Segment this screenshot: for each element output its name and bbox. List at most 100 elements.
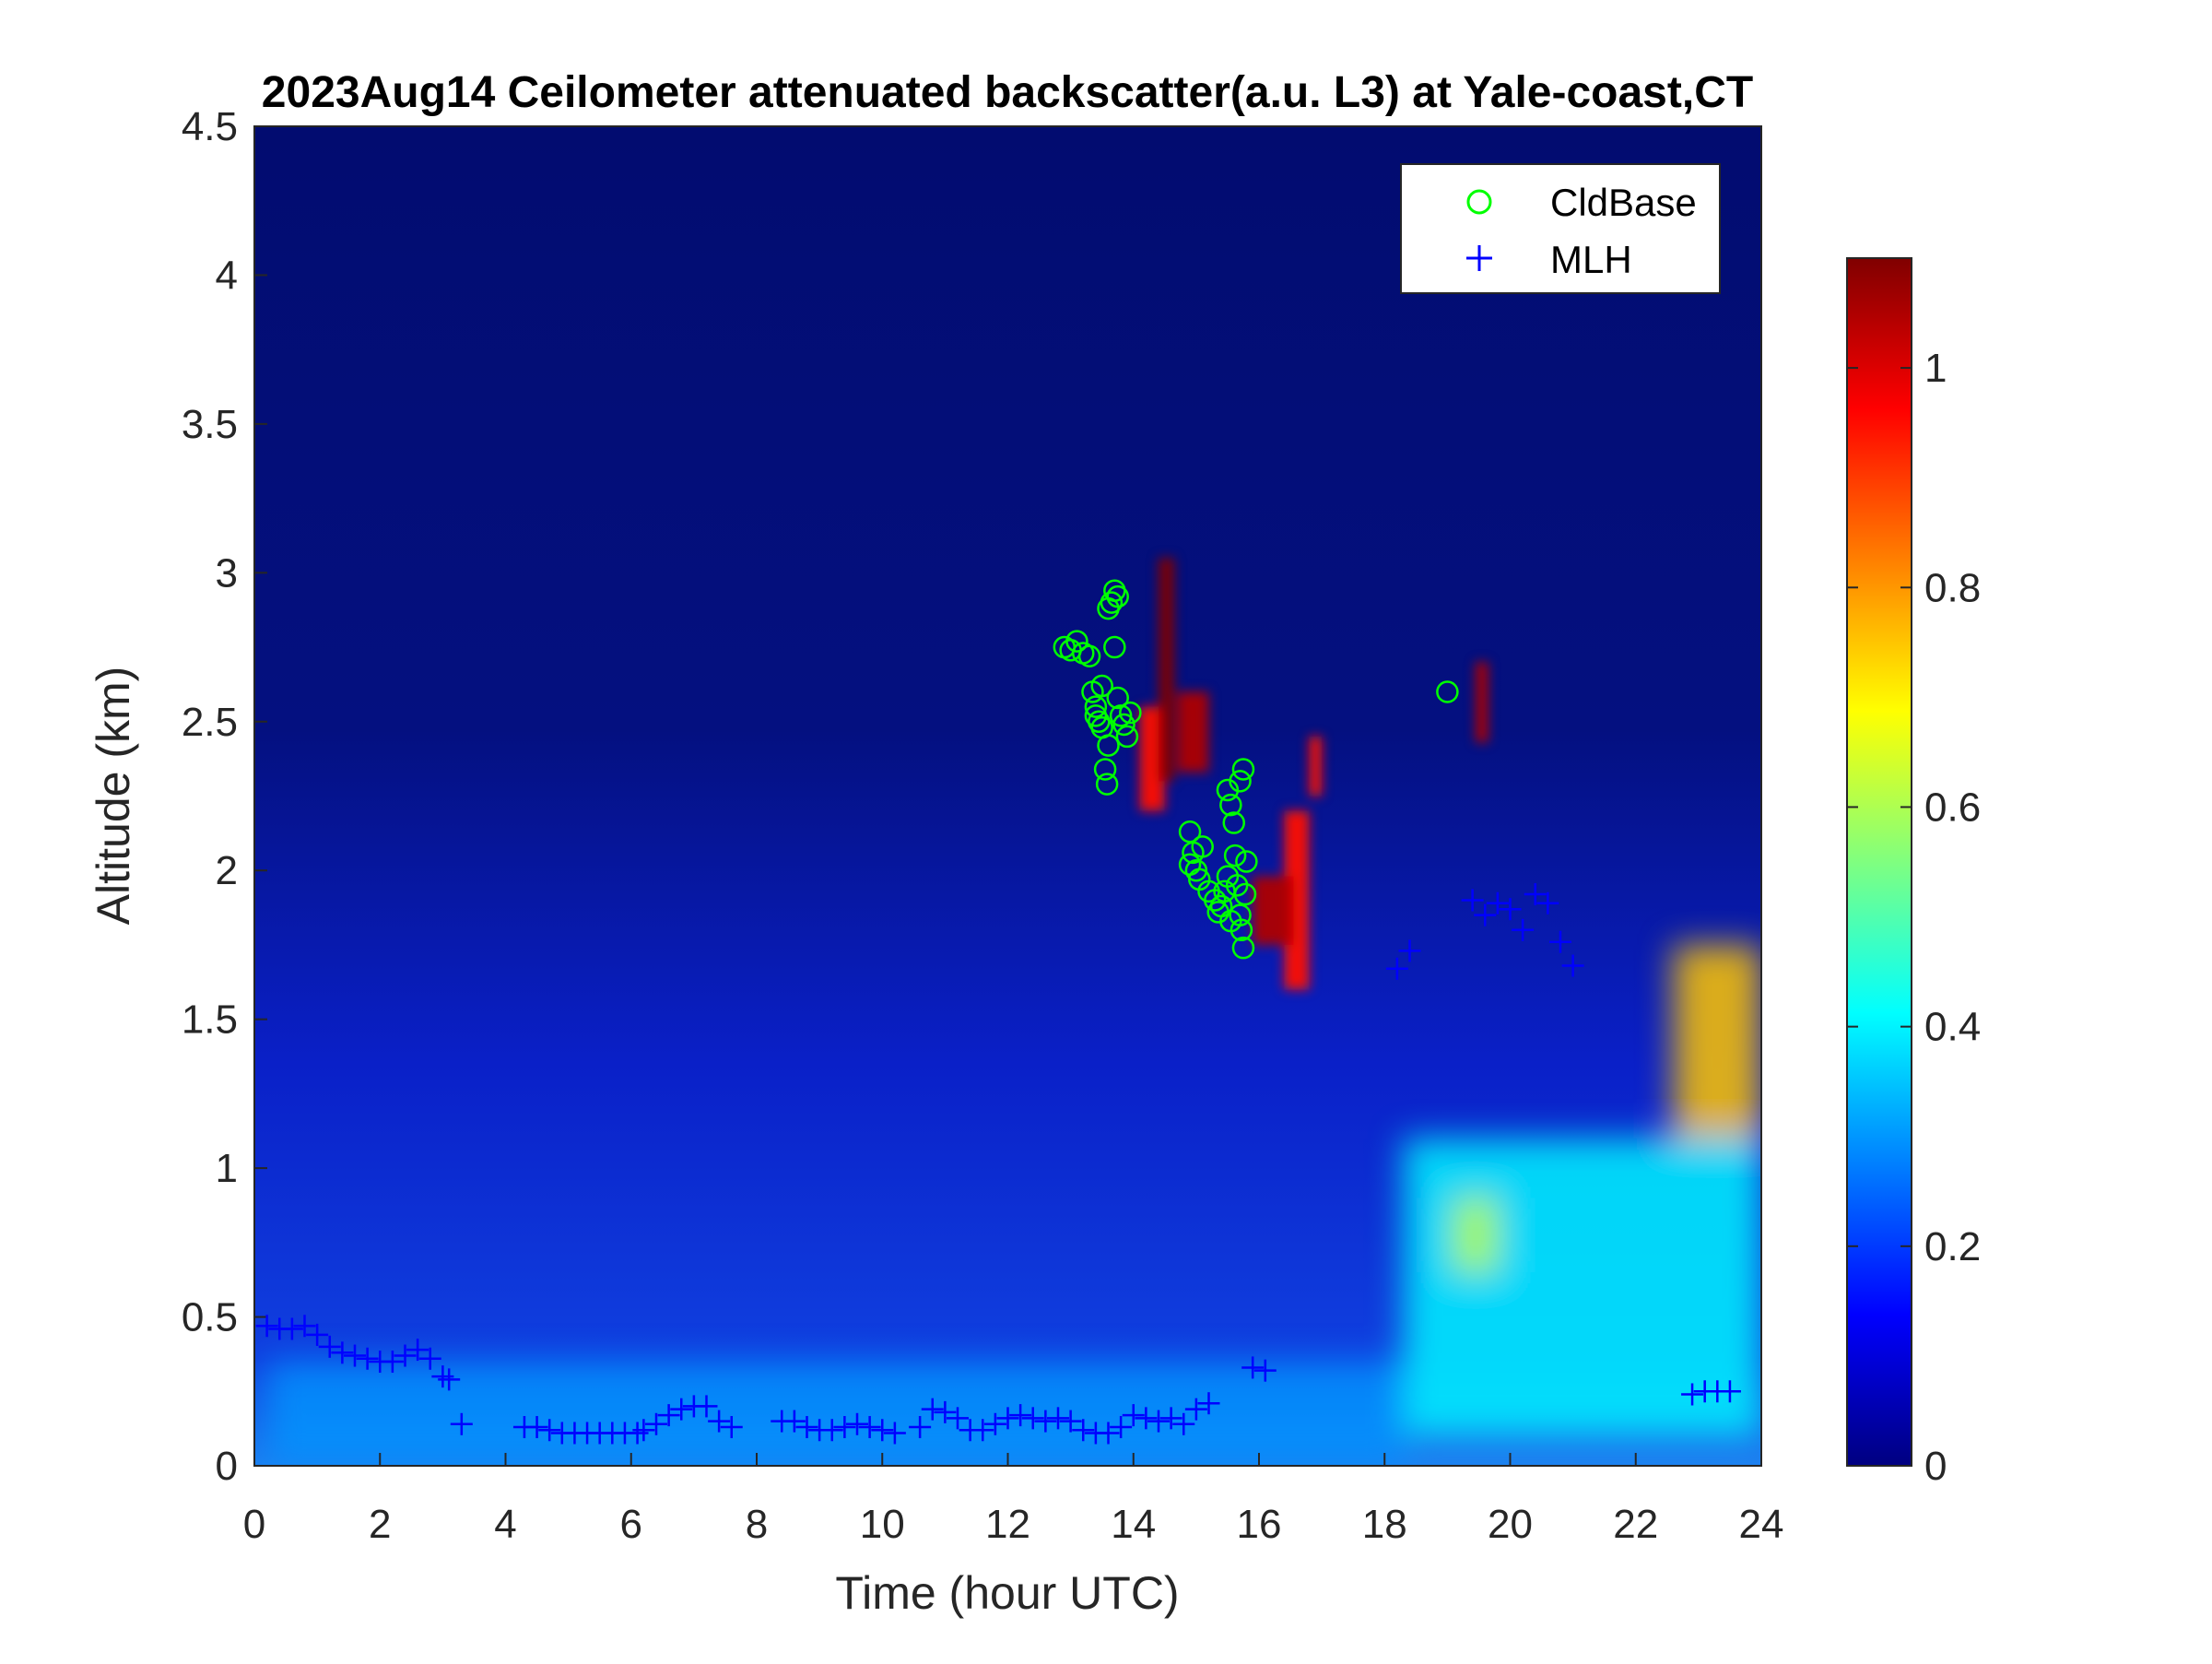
mlh-point <box>1110 1416 1133 1439</box>
x-axis-label: Time (hour UTC) <box>835 1567 1179 1619</box>
legend-label-mlh: MLH <box>1550 238 1632 281</box>
x-axis: 0 2 4 6 8 10 12 14 16 18 20 22 24 <box>243 1453 1784 1547</box>
mlh-point <box>1398 939 1421 962</box>
cldbase-point <box>1065 630 1088 653</box>
mlh-point <box>525 1416 548 1439</box>
cldbase-point <box>1191 835 1214 858</box>
mlh-point <box>1549 930 1571 953</box>
cldbase-point <box>1231 936 1255 960</box>
cloud-feature <box>1159 558 1175 782</box>
x-tick-label: 18 <box>1362 1502 1407 1547</box>
x-tick-label: 16 <box>1237 1502 1282 1547</box>
mlh-point <box>1072 1419 1095 1442</box>
x-tick-label: 20 <box>1488 1502 1533 1547</box>
cldbase-point <box>1100 591 1124 614</box>
cldbase-point <box>1235 850 1258 873</box>
mlh-point <box>1184 1398 1207 1421</box>
mlh-point <box>438 1368 461 1391</box>
mlh-point <box>996 1407 1019 1430</box>
mlh-point <box>720 1416 743 1439</box>
cldbase-point <box>1097 734 1120 757</box>
mlh-point <box>909 1416 932 1439</box>
cldbase-point <box>1084 704 1108 727</box>
mlh-point <box>1524 883 1547 906</box>
cldbase-point <box>1084 695 1108 718</box>
x-tick-label: 6 <box>620 1502 642 1547</box>
mlh-point <box>293 1315 316 1338</box>
x-tick-label: 4 <box>494 1502 516 1547</box>
y-axis-label: Altitude (km) <box>88 667 139 926</box>
mlh-point <box>356 1347 379 1370</box>
cldbase-point <box>1219 909 1242 933</box>
x-tick-label: 24 <box>1739 1502 1784 1547</box>
mlh-point <box>1159 1407 1182 1430</box>
y-tick-label: 2 <box>216 848 238 893</box>
x-tick-label: 8 <box>746 1502 768 1547</box>
legend: CldBase MLH <box>1400 163 1721 294</box>
mlh-point <box>983 1412 1006 1435</box>
mlh-point <box>450 1412 473 1435</box>
cldbase-point <box>1178 853 1202 877</box>
mlh-point <box>1147 1410 1170 1433</box>
mlh-point <box>1097 1422 1120 1445</box>
cldbase-point <box>1231 758 1255 781</box>
y-tick-label: 0 <box>216 1444 238 1489</box>
x-tick-label: 0 <box>243 1502 265 1547</box>
mlh-point <box>1561 954 1584 977</box>
mlh-point <box>1059 1410 1082 1433</box>
backscatter-heatmap <box>254 126 1761 1466</box>
mlh-point <box>1536 891 1559 915</box>
mlh-point <box>1681 1383 1704 1406</box>
mlh-point <box>418 1347 441 1370</box>
y-tick-label: 3.5 <box>182 402 238 447</box>
mlh-point <box>255 1315 278 1338</box>
cldbase-point <box>1106 686 1129 710</box>
mlh-point <box>871 1419 894 1442</box>
x-tick-label: 10 <box>860 1502 905 1547</box>
mlh-point <box>858 1416 881 1439</box>
x-tick-label: 12 <box>985 1502 1030 1547</box>
mlh-point <box>280 1317 303 1340</box>
mlh-point <box>657 1404 680 1427</box>
mlh-point <box>795 1416 818 1439</box>
cldbase-point <box>1093 758 1117 781</box>
mlh-point <box>921 1398 944 1421</box>
mlh-point <box>883 1422 906 1445</box>
mlh-point <box>1718 1380 1741 1403</box>
y-tick-label: 4 <box>216 253 238 298</box>
y-tick-label: 3 <box>216 550 238 596</box>
cldbase-point <box>1090 674 1113 698</box>
y-axis: 0 0.5 1 1.5 2 2.5 3 3.5 4 4.5 <box>182 104 267 1489</box>
mlh-point <box>1486 891 1509 915</box>
colorbar-tick-label: 0.2 <box>1924 1224 1981 1269</box>
x-tick-label: 14 <box>1111 1502 1156 1547</box>
cldbase-point <box>1077 644 1101 667</box>
mlh-point <box>1009 1404 1032 1427</box>
colorbar-gradient <box>1846 257 1912 1467</box>
cldbase-point <box>1095 773 1119 796</box>
legend-label-cldbase: CldBase <box>1550 181 1697 224</box>
mlh-point <box>1047 1407 1069 1430</box>
mlh-point <box>406 1339 429 1362</box>
cldbase-point <box>1184 858 1208 882</box>
mlh-point <box>820 1419 843 1442</box>
cldbase-point <box>1115 725 1139 749</box>
cldbase-point <box>1222 811 1245 834</box>
cldbase-point <box>1436 680 1459 703</box>
mlh-point <box>846 1412 868 1435</box>
cldbase-point <box>1106 584 1129 608</box>
aerosol-feature <box>1453 1198 1498 1273</box>
mlh-point <box>947 1407 969 1430</box>
mlh-point <box>1512 918 1535 941</box>
mlh-point <box>394 1344 417 1367</box>
chart-title: 2023Aug14 Ceilometer attenuated backscat… <box>262 68 1753 117</box>
mlh-point <box>782 1410 806 1433</box>
colorbar-tick-label: 0 <box>1924 1444 1947 1489</box>
mlh-point <box>331 1341 354 1364</box>
cldbase-point <box>1219 793 1242 817</box>
cldbase-point <box>1223 844 1247 867</box>
y-tick-label: 1 <box>216 1146 238 1191</box>
mlh-point <box>1461 889 1484 912</box>
x-tick-label: 2 <box>369 1502 391 1547</box>
